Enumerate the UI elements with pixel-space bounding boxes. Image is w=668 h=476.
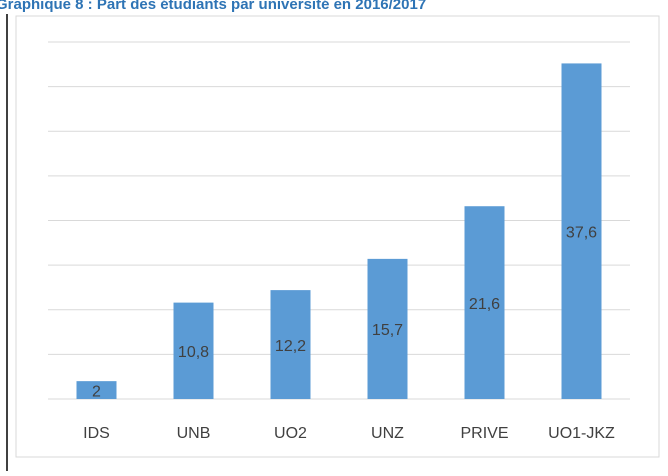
chart-frame (15, 15, 660, 458)
bar (561, 63, 602, 400)
bar (173, 302, 214, 399)
x-tick-label: PRIVE (460, 425, 508, 442)
x-tick-label: UO2 (274, 425, 307, 442)
data-label: 21,6 (469, 296, 500, 313)
bar (270, 290, 311, 399)
x-tick-label: UNZ (371, 425, 404, 442)
data-label: 37,6 (566, 224, 597, 241)
data-label: 15,7 (372, 322, 403, 339)
data-label: 10,8 (178, 344, 209, 361)
chart-title: Graphique 8 : Part des étudiants par uni… (0, 0, 426, 13)
bar (464, 206, 505, 399)
bar (76, 381, 117, 399)
x-tick-label: IDS (83, 425, 110, 442)
bar (367, 258, 408, 399)
x-tick-label: UNB (177, 425, 211, 442)
data-label: 12,2 (275, 338, 306, 355)
data-label: 2 (92, 383, 101, 400)
x-tick-label: UO1-JKZ (548, 425, 615, 442)
